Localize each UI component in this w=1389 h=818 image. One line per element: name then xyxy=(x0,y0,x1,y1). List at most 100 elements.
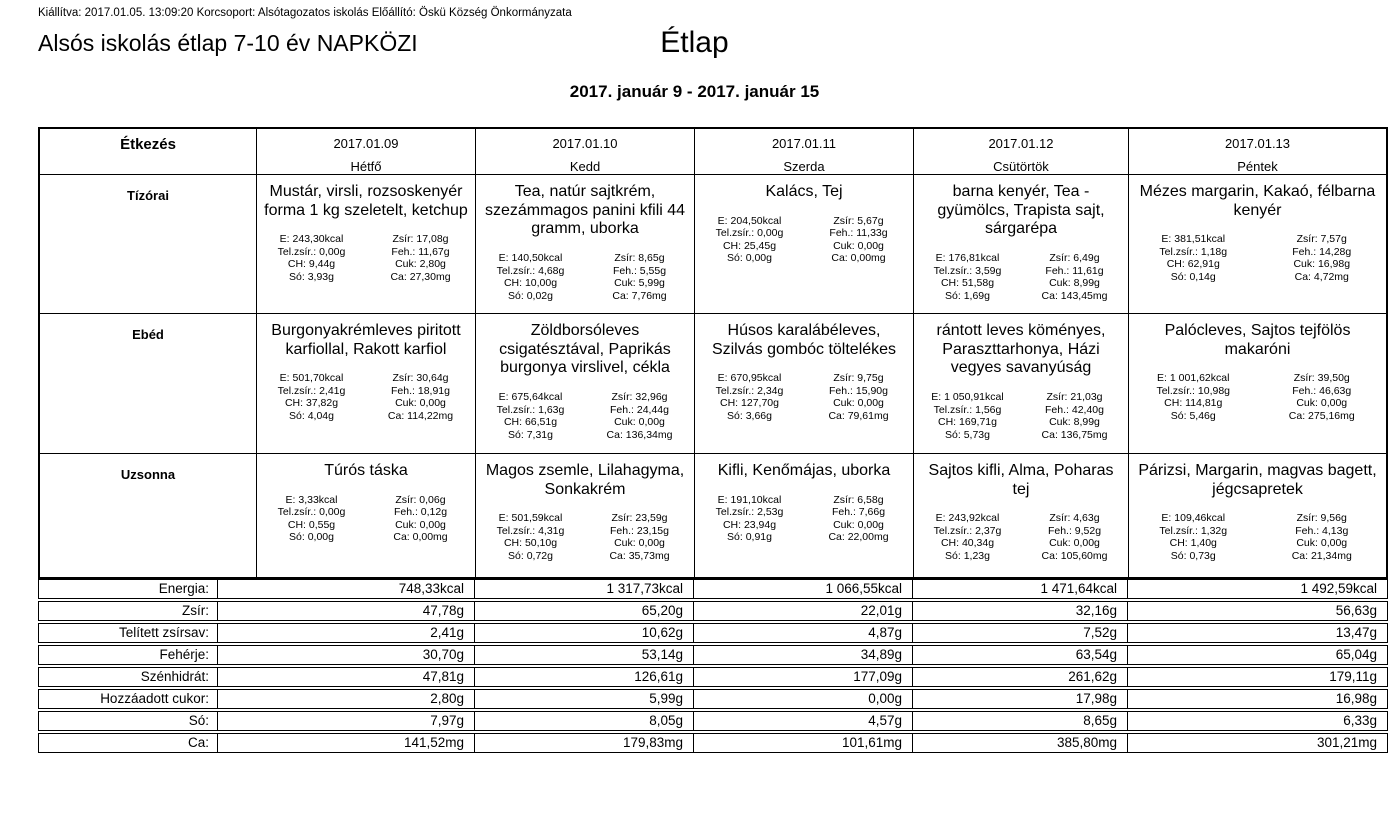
day-date: 2017.01.09 xyxy=(333,136,399,151)
total-label: Szénhidrát: xyxy=(140,669,209,684)
meal-row-label: Uzsonna xyxy=(120,467,176,482)
dish-text: Mustár, virsli, rozsoskenyér forma 1 kg … xyxy=(264,183,468,219)
total-value: 748,33kcal xyxy=(217,580,474,598)
total-value: 7,97g xyxy=(217,712,474,730)
total-label: Hozzáadott cukor: xyxy=(100,691,209,706)
nutrition-left: E: 243,30kcal Tel.zsír.: 0,00g CH: 9,44g… xyxy=(277,233,346,283)
nutrition-right: Zsír: 4,63g Feh.: 9,52g Cuk: 0,00g Ca: 1… xyxy=(1041,512,1108,562)
day-date: 2017.01.12 xyxy=(988,136,1054,151)
nutrition-block: E: 176,81kcal Tel.zsír.: 3,59g CH: 51,58… xyxy=(914,252,1128,302)
meal-cell: Zöldborsóleves csigatésztával, Paprikás … xyxy=(475,314,694,453)
meal-cell: barna kenyér, Tea - gyümölcs, Trapista s… xyxy=(913,175,1128,313)
daily-totals: Energia: 748,33kcal 1 317,73kcal 1 066,5… xyxy=(38,579,1388,753)
total-value: 63,54g xyxy=(912,646,1127,664)
total-value: 4,57g xyxy=(693,712,912,730)
nutrition-right: Zsír: 9,56g Feh.: 4,13g Cuk: 0,00g Ca: 2… xyxy=(1291,512,1352,562)
nutrition-left: E: 204,50kcal Tel.zsír.: 0,00g CH: 25,45… xyxy=(715,214,784,265)
nutrition-left: E: 381,51kcal Tel.zsír.: 1,18g CH: 62,91… xyxy=(1159,233,1228,283)
meal-cell: Mézes margarin, Kakaó, félbarna kenyér E… xyxy=(1128,175,1386,313)
nutrition-left: E: 675,64kcal Tel.zsír.: 1,63g CH: 66,51… xyxy=(496,391,565,441)
nutrition-left: E: 243,92kcal Tel.zsír.: 2,37g CH: 40,34… xyxy=(933,512,1002,562)
total-label: Telített zsírsav: xyxy=(118,625,209,640)
total-value: 1 317,73kcal xyxy=(474,580,693,598)
total-value: 179,83mg xyxy=(474,734,693,752)
day-header-friday: 2017.01.13 Péntek xyxy=(1128,129,1386,174)
nutrition-left: E: 670,95kcal Tel.zsír.: 2,34g CH: 127,7… xyxy=(715,372,784,422)
meal-cell: Burgonyakrémleves piritott karfiollal, R… xyxy=(256,314,475,453)
nutrition-left: E: 191,10kcal Tel.zsír.: 2,53g CH: 23,94… xyxy=(715,493,784,544)
dish-text: Párizsi, Margarin, magvas bagett, jégcsa… xyxy=(1138,462,1377,498)
total-value: 1 492,59kcal xyxy=(1127,580,1387,598)
menu-subtitle: Alsós iskolás étlap 7-10 év NAPKÖZI xyxy=(38,30,418,56)
total-label: Fehérje: xyxy=(159,647,209,662)
total-value: 34,89g xyxy=(693,646,912,664)
dish-text: Mézes margarin, Kakaó, félbarna kenyér xyxy=(1139,183,1376,219)
meal-row-label: Tízórai xyxy=(127,188,169,203)
page-title: Étlap xyxy=(660,26,729,59)
meal-cell: Mustár, virsli, rozsoskenyér forma 1 kg … xyxy=(256,175,475,313)
meal-cell: Magos zsemle, Lilahagyma, Sonkakrém E: 5… xyxy=(475,454,694,577)
date-range: 2017. január 9 - 2017. január 15 xyxy=(569,82,820,101)
nutrition-block: E: 191,10kcal Tel.zsír.: 2,53g CH: 23,94… xyxy=(695,494,913,544)
nutrition-right: Zsír: 6,49g Feh.: 11,61g Cuk: 8,99g Ca: … xyxy=(1041,252,1108,302)
day-date: 2017.01.13 xyxy=(1224,136,1291,151)
nutrition-block: E: 381,51kcal Tel.zsír.: 1,18g CH: 62,91… xyxy=(1129,233,1386,283)
dish-text: Sajtos kifli, Alma, Poharas tej xyxy=(928,462,1114,498)
total-label: Energia: xyxy=(158,581,209,596)
nutrition-right: Zsír: 32,96g Feh.: 24,44g Cuk: 0,00g Ca:… xyxy=(606,391,673,441)
dish-text: barna kenyér, Tea - gyümölcs, Trapista s… xyxy=(937,183,1105,238)
meal-cell: Húsos karalábéleves, Szilvás gombóc tölt… xyxy=(694,314,913,453)
day-header-wednesday: 2017.01.11 Szerda xyxy=(694,129,913,174)
total-value: 32,16g xyxy=(912,602,1127,620)
nutrition-block: E: 501,59kcal Tel.zsír.: 4,31g CH: 50,10… xyxy=(476,512,694,562)
total-value: 301,21mg xyxy=(1127,734,1387,752)
total-label: Zsír: xyxy=(182,603,209,618)
total-row-telitett-zsirsav: Telített zsírsav: 2,41g 10,62g 4,87g 7,5… xyxy=(38,623,1388,643)
nutrition-block: E: 204,50kcal Tel.zsír.: 0,00g CH: 25,45… xyxy=(695,215,913,265)
nutrition-left: E: 176,81kcal Tel.zsír.: 3,59g CH: 51,58… xyxy=(933,252,1002,302)
total-row-hozzaadott-cukor: Hozzáadott cukor: 2,80g 5,99g 0,00g 17,9… xyxy=(38,689,1388,709)
total-value: 65,04g xyxy=(1127,646,1387,664)
total-value: 179,11g xyxy=(1127,668,1387,686)
nutrition-left: E: 501,59kcal Tel.zsír.: 4,31g CH: 50,10… xyxy=(496,512,565,562)
dish-text: Kifli, Kenőmájas, uborka xyxy=(717,462,891,479)
nutrition-block: E: 675,64kcal Tel.zsír.: 1,63g CH: 66,51… xyxy=(476,391,694,441)
total-value: 22,01g xyxy=(693,602,912,620)
total-row-feherje: Fehérje: 30,70g 53,14g 34,89g 63,54g 65,… xyxy=(38,645,1388,665)
meal-row-uzsonna: Uzsonna Túrós táska E: 3,33kcal Tel.zsír… xyxy=(40,453,1386,577)
nutrition-right: Zsír: 0,06g Feh.: 0,12g Cuk: 0,00g Ca: 0… xyxy=(393,493,448,544)
nutrition-block: E: 243,92kcal Tel.zsír.: 2,37g CH: 40,34… xyxy=(914,512,1128,562)
table-header-row: Étkezés 2017.01.09 Hétfő 2017.01.10 Kedd… xyxy=(40,129,1386,174)
total-label: Só: xyxy=(188,713,209,728)
day-name: Kedd xyxy=(569,159,601,174)
meal-row-tizorai: Tízórai Mustár, virsli, rozsoskenyér for… xyxy=(40,174,1386,313)
total-value: 8,05g xyxy=(474,712,693,730)
total-value: 261,62g xyxy=(912,668,1127,686)
meal-cell: Palócleves, Sajtos tejfölös makaróni E: … xyxy=(1128,314,1386,453)
total-value: 141,52mg xyxy=(217,734,474,752)
nutrition-block: E: 243,30kcal Tel.zsír.: 0,00g CH: 9,44g… xyxy=(257,233,475,283)
nutrition-block: E: 140,50kcal Tel.zsír.: 4,68g CH: 10,00… xyxy=(476,252,694,302)
day-name: Péntek xyxy=(1237,159,1278,174)
total-value: 385,80mg xyxy=(912,734,1127,752)
total-value: 13,47g xyxy=(1127,624,1387,642)
nutrition-left: E: 501,70kcal Tel.zsír.: 2,41g CH: 37,82… xyxy=(277,372,346,422)
dish-text: Burgonyakrémleves piritott karfiollal, R… xyxy=(271,322,461,358)
day-date: 2017.01.10 xyxy=(552,136,618,151)
menu-table: Étkezés 2017.01.09 Hétfő 2017.01.10 Kedd… xyxy=(38,127,1388,579)
nutrition-right: Zsír: 5,67g Feh.: 11,33g Cuk: 0,00g Ca: … xyxy=(829,214,888,265)
meal-cell: Sajtos kifli, Alma, Poharas tej E: 243,9… xyxy=(913,454,1128,577)
dish-text: Palócleves, Sajtos tejfölös makaróni xyxy=(1164,322,1351,358)
total-value: 30,70g xyxy=(217,646,474,664)
total-label: Ca: xyxy=(187,735,209,750)
nutrition-right: Zsír: 6,58g Feh.: 7,66g Cuk: 0,00g Ca: 2… xyxy=(828,493,889,544)
total-row-zsir: Zsír: 47,78g 65,20g 22,01g 32,16g 56,63g xyxy=(38,601,1388,621)
document-issued-line: Kiállítva: 2017.01.05. 13:09:20 Korcsopo… xyxy=(38,7,572,19)
meal-cell: rántott leves köményes, Paraszttarhonya,… xyxy=(913,314,1128,453)
meal-cell: Túrós táska E: 3,33kcal Tel.zsír.: 0,00g… xyxy=(256,454,475,577)
total-value: 17,98g xyxy=(912,690,1127,708)
total-value: 7,52g xyxy=(912,624,1127,642)
meal-row-label: Ebéd xyxy=(132,327,164,342)
nutrition-block: E: 501,70kcal Tel.zsír.: 2,41g CH: 37,82… xyxy=(257,372,475,422)
dish-text: Magos zsemle, Lilahagyma, Sonkakrém xyxy=(485,462,685,498)
